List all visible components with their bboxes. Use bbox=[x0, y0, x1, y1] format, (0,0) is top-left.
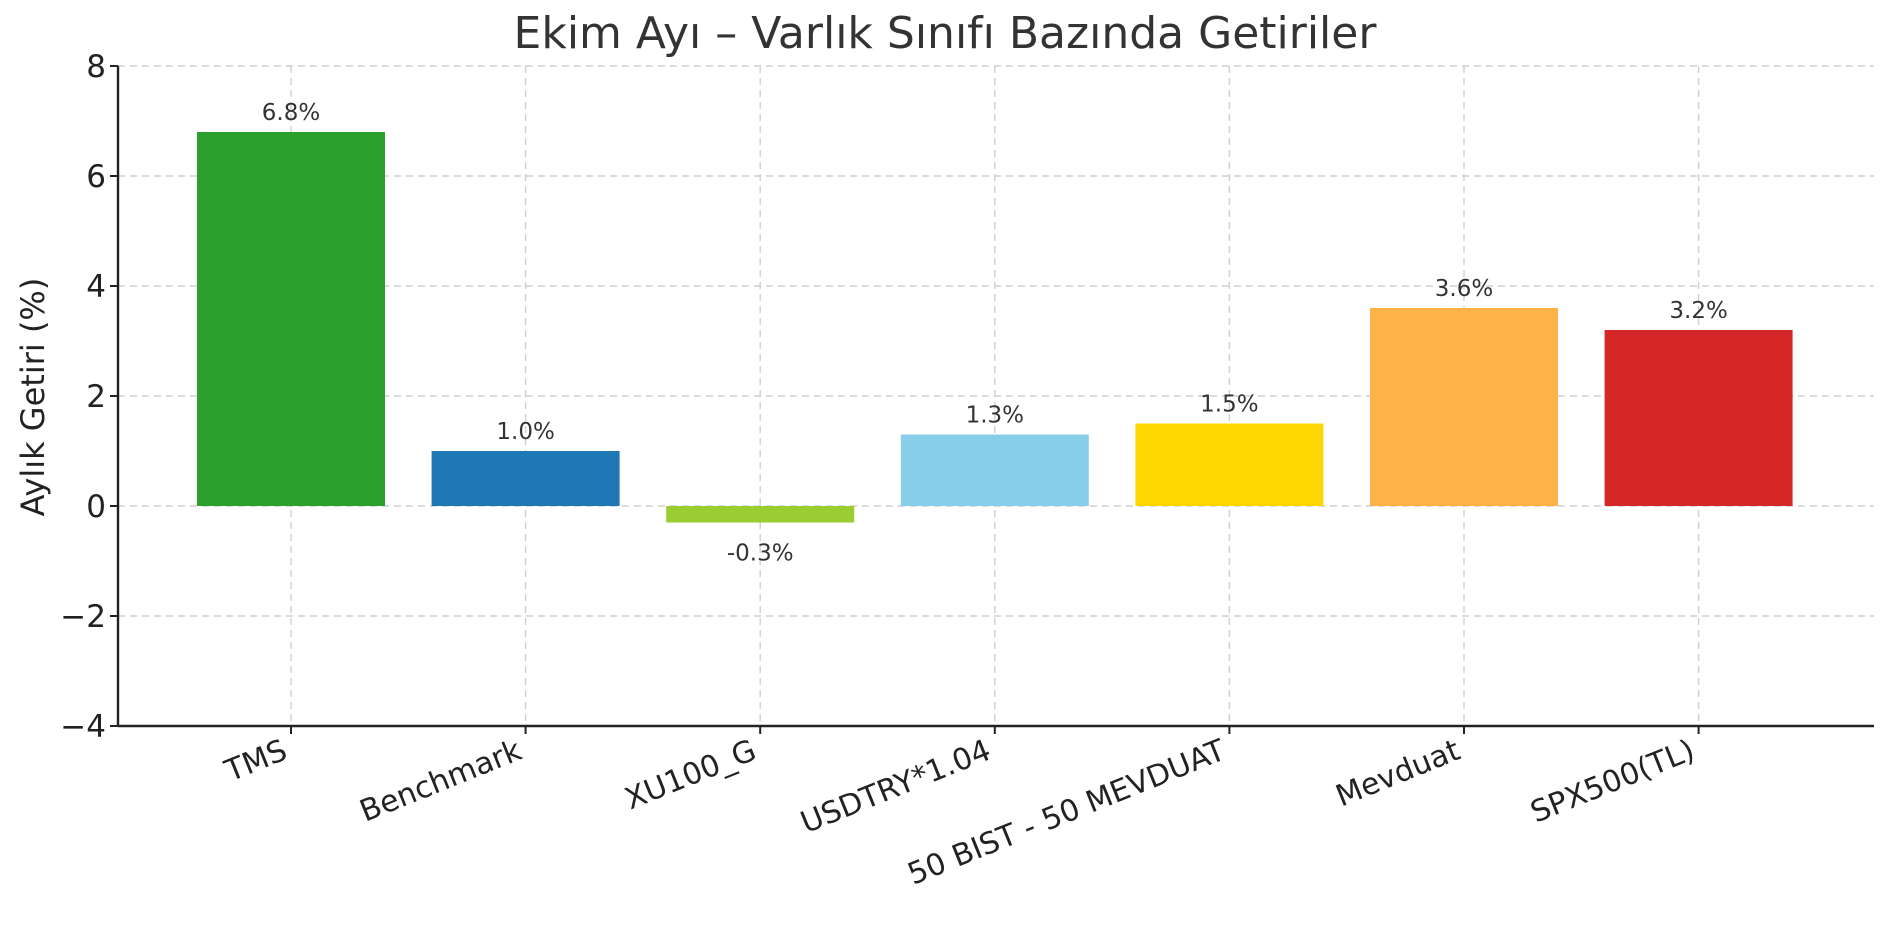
data-label: 3.6% bbox=[1435, 276, 1493, 302]
x-tick-label: TMS bbox=[219, 733, 292, 790]
bar bbox=[1370, 308, 1558, 506]
data-label: 3.2% bbox=[1669, 298, 1727, 324]
y-tick-label: 6 bbox=[86, 159, 106, 195]
x-tick-label: USDTRY*1.04 bbox=[796, 733, 996, 841]
bar bbox=[900, 434, 1089, 506]
y-tick-label: −4 bbox=[60, 709, 106, 745]
bar bbox=[1604, 330, 1793, 506]
data-label: 6.8% bbox=[262, 100, 320, 126]
bar bbox=[431, 451, 620, 506]
y-tick-label: −2 bbox=[60, 599, 106, 635]
y-tick-label: 8 bbox=[86, 49, 106, 85]
y-tick-label: 0 bbox=[86, 489, 106, 525]
y-tick-label: 4 bbox=[86, 269, 106, 305]
bar bbox=[197, 132, 385, 506]
data-labels: 6.8% 1.0% -0.3% 1.3% 1.5% 3.6% 3.2% bbox=[262, 100, 1728, 567]
x-tick-label: SPX500(TL) bbox=[1526, 733, 1700, 830]
y-axis-label: Aylık Getiri (%) bbox=[14, 278, 52, 517]
y-tick-label: 2 bbox=[86, 379, 106, 415]
data-label: -0.3% bbox=[727, 541, 794, 567]
x-tick-label: Benchmark bbox=[355, 733, 527, 830]
bar bbox=[666, 506, 855, 523]
x-tick-label: XU100_G bbox=[620, 733, 761, 817]
data-label: 1.5% bbox=[1200, 392, 1258, 418]
data-label: 1.0% bbox=[496, 419, 554, 445]
x-tick-label: Mevduat bbox=[1331, 733, 1465, 814]
bars bbox=[197, 132, 1793, 523]
y-ticks: −4 −2 0 2 4 6 8 bbox=[60, 49, 118, 745]
chart-title: Ekim Ayı – Varlık Sınıfı Bazında Getiril… bbox=[514, 8, 1378, 59]
bar bbox=[1135, 423, 1324, 506]
data-label: 1.3% bbox=[966, 403, 1024, 429]
